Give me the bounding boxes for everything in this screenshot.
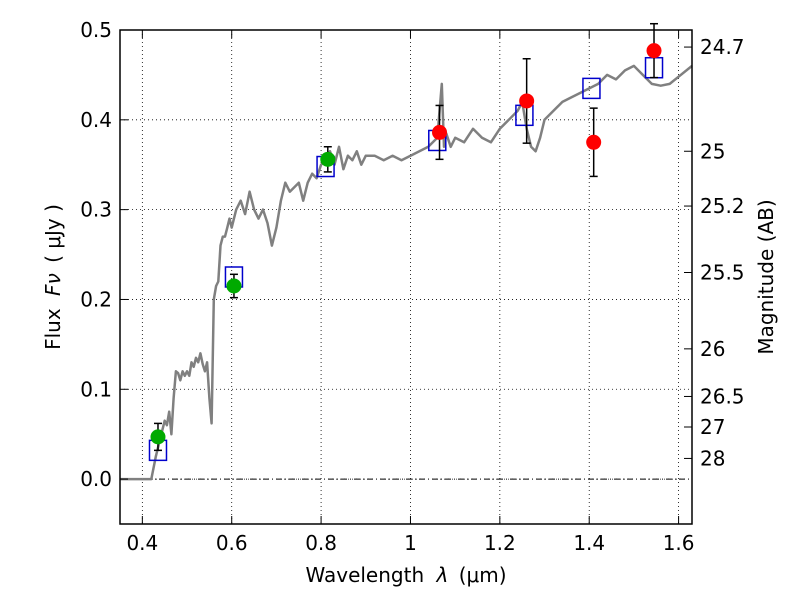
y2-axis-title: Magnitude (AB) [754, 199, 778, 354]
x-tick-label: 0.8 [305, 531, 337, 555]
magnitude-tick-label: 27 [700, 415, 725, 439]
magnitude-tick-label: 24.7 [700, 35, 745, 59]
photometry-point [586, 134, 602, 150]
photometry-point [226, 278, 242, 294]
y-tick-label: 0.1 [80, 377, 112, 401]
magnitude-tick-label: 25.5 [700, 261, 745, 285]
magnitude-tick-label: 28 [700, 446, 725, 470]
x-tick-label: 0.4 [126, 531, 158, 555]
plot-frame [119, 29, 693, 525]
y-axis-title: Flux Fν ( μJy ) [41, 204, 65, 350]
x-tick-label: 1.2 [484, 531, 516, 555]
x-tick-label: 1.6 [663, 531, 695, 555]
plot-area [119, 22, 693, 525]
model-photometry-square [582, 77, 601, 100]
x-tick-label: 1.4 [573, 531, 605, 555]
photometry-point [150, 429, 166, 445]
axis-ticks: 0.4 0.6 0.8 1 1.2 1.4 1.6 0.0 0.1 0.2 0.3 0.4 0.5 24.… [80, 18, 744, 555]
magnitude-tick-label: 26.5 [700, 384, 745, 408]
y-tick-label: 0.2 [80, 287, 112, 311]
y-tick-label: 0.5 [80, 18, 112, 42]
sed-model-line [120, 64, 693, 481]
x-tick-label: 1 [404, 531, 417, 555]
magnitude-tick-label: 25.2 [700, 194, 745, 218]
photometry-point [432, 124, 448, 140]
y-tick-label: 0.0 [80, 467, 112, 491]
magnitude-tick-label: 26 [700, 337, 725, 361]
photometry-point [519, 93, 535, 109]
photometry-point [646, 43, 662, 59]
y-tick-label: 0.3 [80, 198, 112, 222]
x-tick-label: 0.6 [216, 531, 248, 555]
x-axis-title: Wavelength λ (μm) [305, 563, 506, 587]
photometry-point [320, 151, 336, 167]
y-tick-label: 0.4 [80, 108, 112, 132]
plot-background [120, 30, 692, 524]
series-layer [120, 22, 693, 481]
magnitude-tick-label: 25 [700, 139, 725, 163]
